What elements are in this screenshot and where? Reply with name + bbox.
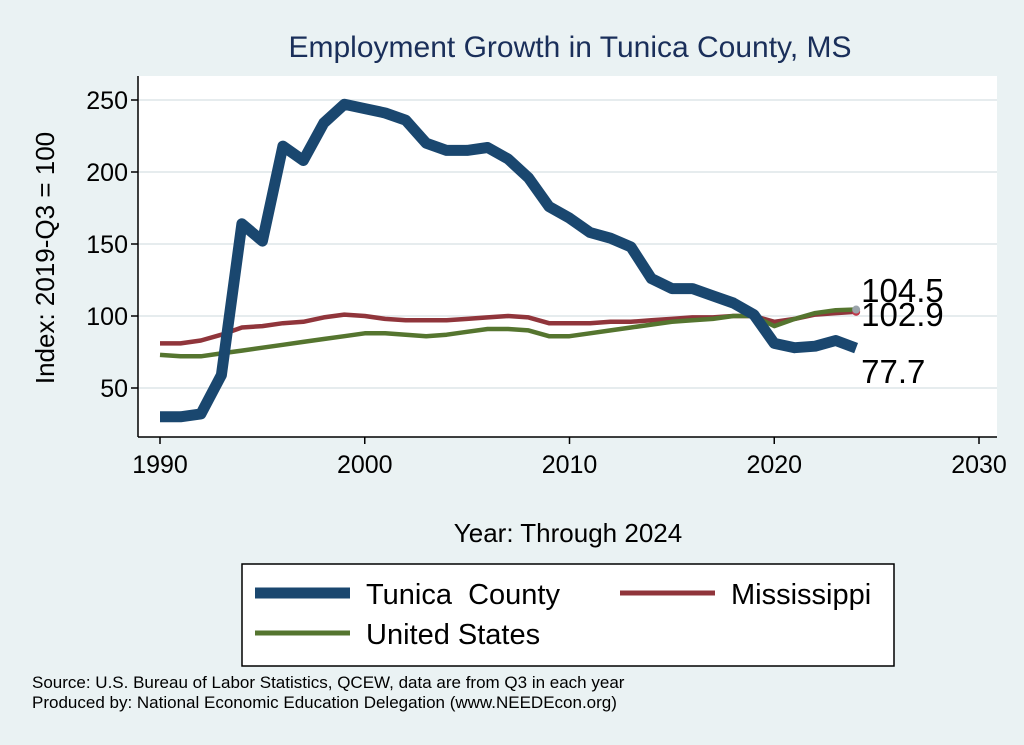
- y-tick-label: 50: [100, 375, 128, 403]
- legend: Tunica County Mississippi United States: [255, 579, 871, 651]
- legend-box: [241, 563, 895, 667]
- x-tick-label: 2010: [542, 451, 598, 479]
- x-tick-label: 2030: [951, 451, 1007, 479]
- end-marker: [852, 305, 861, 314]
- x-tick-label: 1990: [132, 451, 188, 479]
- x-tick-label: 2000: [337, 451, 393, 479]
- chart-title: Employment Growth in Tunica County, MS: [289, 31, 852, 64]
- y-tick-label: 200: [86, 159, 128, 187]
- legend-label: Mississippi: [731, 579, 871, 611]
- plot-area: [138, 76, 997, 437]
- produced-note: Produced by: National Economic Education…: [32, 693, 617, 712]
- end-label: 102.9: [861, 296, 944, 333]
- y-tick-label: 100: [86, 303, 128, 331]
- series-line-2: [159, 307, 857, 359]
- series-lines: [159, 98, 861, 423]
- source-note: Source: U.S. Bureau of Labor Statistics,…: [32, 673, 625, 692]
- legend-label: Tunica County: [366, 579, 560, 611]
- y-tick-label: 150: [86, 231, 128, 259]
- end-label: 77.7: [861, 353, 925, 390]
- y-tick-label: 250: [86, 87, 128, 115]
- end-label: 104.5: [861, 272, 944, 309]
- x-axis-label: Year: Through 2024: [454, 518, 682, 548]
- x-tick-label: 2020: [746, 451, 802, 479]
- legend-label: United States: [366, 619, 540, 651]
- y-axis-label: Index: 2019-Q3 = 100: [30, 132, 60, 384]
- series-line-0: [160, 98, 859, 423]
- axes: 50 100 150 200 250 1990 2000 2010 2020 2030: [86, 76, 1007, 479]
